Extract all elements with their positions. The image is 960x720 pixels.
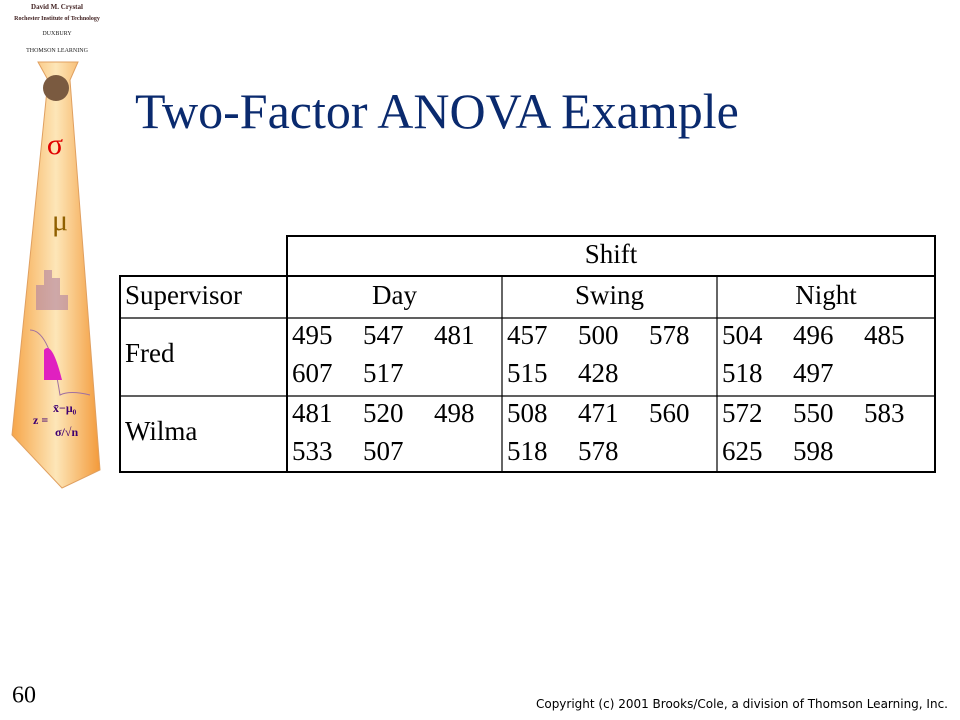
slide-title: Two-Factor ANOVA Example — [135, 83, 739, 139]
tie-graphic — [11, 61, 101, 489]
cell-value: 520 — [363, 398, 404, 428]
cell-value: 625 — [722, 436, 763, 466]
column-header: Supervisor — [125, 280, 242, 310]
formula-lhs: z = — [33, 413, 48, 427]
cell-value: 497 — [793, 358, 834, 388]
cell-value: 498 — [434, 398, 475, 428]
cell-value: 507 — [363, 436, 404, 466]
cell-value: 485 — [864, 320, 905, 350]
publisher: DUXBURY — [42, 31, 72, 37]
column-header: Swing — [575, 280, 644, 310]
mu-symbol: μ — [52, 204, 68, 237]
group-header: Shift — [585, 239, 638, 269]
cell-value: 578 — [649, 320, 690, 350]
sigma-symbol: σ — [47, 128, 63, 161]
cell-value: 457 — [507, 320, 548, 350]
cell-value: 518 — [507, 436, 548, 466]
copyright: Copyright (c) 2001 Brooks/Cole, a divisi… — [536, 697, 948, 711]
data-table: Shift Supervisor Day Swing Night Fred 495 547 4… — [119, 235, 936, 473]
row-label: Fred — [125, 338, 175, 368]
institution: Rochester Institute of Technology — [14, 16, 100, 22]
cell-value: 583 — [864, 398, 905, 428]
cell-value: 481 — [434, 320, 475, 350]
tie-curve — [29, 329, 91, 396]
formula-denominator: σ/√n — [55, 425, 78, 439]
cell-value: 481 — [292, 398, 333, 428]
author: David M. Crystal — [31, 3, 83, 11]
cell-value: 572 — [722, 398, 763, 428]
formula-numerator: x̄−μ₀ — [53, 401, 77, 415]
column-header: Night — [795, 280, 857, 310]
cell-value: 550 — [793, 398, 834, 428]
cell-value: 578 — [578, 436, 619, 466]
cell-value: 560 — [649, 398, 690, 428]
cell-value: 518 — [722, 358, 763, 388]
cell-value: 598 — [793, 436, 834, 466]
cell-value: 515 — [507, 358, 548, 388]
cell-value: 496 — [793, 320, 834, 350]
row-label: Wilma — [125, 416, 197, 446]
cell-value: 504 — [722, 320, 763, 350]
cell-value: 547 — [363, 320, 404, 350]
cell-value: 500 — [578, 320, 619, 350]
cell-value: 471 — [578, 398, 619, 428]
tie-shaded-area — [44, 348, 62, 380]
cell-value: 428 — [578, 358, 619, 388]
cell-value: 607 — [292, 358, 333, 388]
tie-portrait — [43, 75, 69, 101]
cell-value: 495 — [292, 320, 333, 350]
column-header: Day — [372, 280, 417, 310]
cell-value: 517 — [363, 358, 404, 388]
page-number: 60 — [12, 683, 36, 709]
cell-value: 533 — [292, 436, 333, 466]
imprint: THOMSON LEARNING — [26, 48, 88, 54]
tie-histogram — [36, 270, 68, 310]
cell-value: 508 — [507, 398, 548, 428]
